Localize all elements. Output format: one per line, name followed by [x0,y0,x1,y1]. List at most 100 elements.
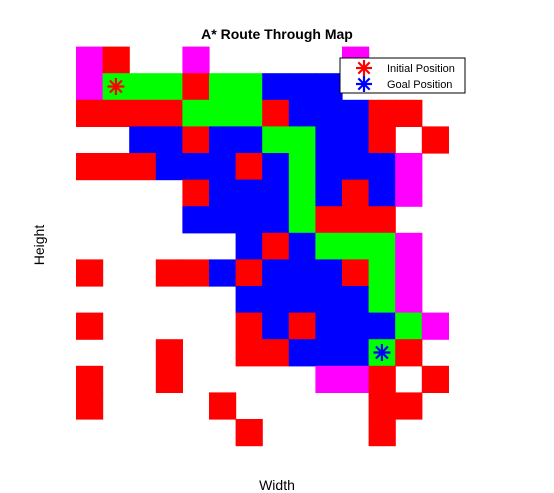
map-cell-obstacle [102,99,130,127]
map-cell-closed-set [288,99,316,127]
map-cell-closed-set [342,312,370,340]
map-cell-closed-set [262,206,290,234]
map-cell-closed-set [182,153,210,181]
map-cell-path [288,126,316,154]
map-cell-obstacle [368,365,396,393]
legend: Initial Position Goal Position [339,57,466,94]
map-cell-closed-set [315,153,343,181]
map-cell-closed-set [315,126,343,154]
map-cell-path [209,73,237,101]
map-cell-path [315,232,343,260]
map-cell-closed-set [315,73,343,101]
map-cell-closed-set [129,126,157,154]
map-cell-closed-set [342,126,370,154]
map-cell-obstacle [235,339,263,367]
map-cell-open-set [395,232,423,260]
map-cell-path [342,232,370,260]
map-cell-closed-set [155,126,183,154]
map-cell-closed-set [342,153,370,181]
map-cell-closed-set [315,312,343,340]
map-cell-path [395,312,423,340]
map-cell-obstacle [368,99,396,127]
map-cell-closed-set [209,259,237,287]
map-cell-closed-set [209,206,237,234]
map-cell-open-set [76,73,104,101]
map-cell-path [288,153,316,181]
map-cell-closed-set [262,179,290,207]
map-cell-closed-set [288,286,316,314]
position-markers [107,78,391,361]
map-cell-path [155,73,183,101]
map-cell-open-set [395,153,423,181]
map-cell-closed-set [288,339,316,367]
map-cell-closed-set [342,99,370,127]
chart-title: A* Route Through Map [201,26,353,42]
map-cell-closed-set [235,286,263,314]
map-cell-obstacle [76,99,104,127]
map-cell-obstacle [342,206,370,234]
map-grid [76,46,449,447]
map-cell-open-set [182,46,210,74]
map-cell-closed-set [262,259,290,287]
map-cell-obstacle [368,419,396,447]
map-cell-obstacle [129,153,157,181]
map-cell-closed-set [182,206,210,234]
map-cell-closed-set [288,259,316,287]
map-cell-obstacle [182,73,210,101]
map-cell-obstacle [262,339,290,367]
map-cell-obstacle [421,365,449,393]
map-cell-closed-set [155,153,183,181]
map-cell-obstacle [288,312,316,340]
legend-label-initial: Initial Position [387,63,455,75]
map-cell-closed-set [262,153,290,181]
map-cell-obstacle [315,206,343,234]
map-cell-obstacle [76,392,104,420]
map-cell-open-set [76,46,104,74]
map-cell-path [288,179,316,207]
map-cell-obstacle [368,206,396,234]
map-cell-obstacle [182,259,210,287]
map-cell-obstacle [182,179,210,207]
map-cell-obstacle [182,126,210,154]
map-cell-closed-set [315,286,343,314]
map-cell-path [235,73,263,101]
map-cell-path [368,259,396,287]
map-cell-obstacle [155,365,183,393]
map-cell-closed-set [235,179,263,207]
map-cell-obstacle [76,312,104,340]
map-cell-obstacle [395,99,423,127]
map-cell-open-set [395,179,423,207]
map-cell-obstacle [368,392,396,420]
map-cell-path [129,73,157,101]
map-cell-closed-set [262,286,290,314]
map-cell-obstacle [235,259,263,287]
map-cell-path [209,99,237,127]
map-cell-obstacle [262,99,290,127]
map-cell-obstacle [209,392,237,420]
map-cell-path [368,286,396,314]
map-cell-closed-set [235,126,263,154]
legend-marker-initial [356,60,372,76]
map-cell-closed-set [342,286,370,314]
map-cell-obstacle [102,46,130,74]
goal-position-marker [373,344,391,361]
map-cell-closed-set [368,312,396,340]
map-cell-obstacle [235,419,263,447]
map-cell-obstacle [155,99,183,127]
map-cell-open-set [315,365,343,393]
map-cell-closed-set [368,179,396,207]
map-cell-closed-set [315,339,343,367]
map-cell-closed-set [288,232,316,260]
map-cell-path [368,232,396,260]
map-cell-obstacle [235,312,263,340]
map-cell-obstacle [395,392,423,420]
legend-label-goal: Goal Position [387,79,452,91]
map-cell-open-set [342,365,370,393]
map-cell-obstacle [155,259,183,287]
map-cell-obstacle [235,153,263,181]
map-cell-open-set [421,312,449,340]
map-cell-path [182,99,210,127]
map-cell-obstacle [76,259,104,287]
map-cell-path [235,99,263,127]
